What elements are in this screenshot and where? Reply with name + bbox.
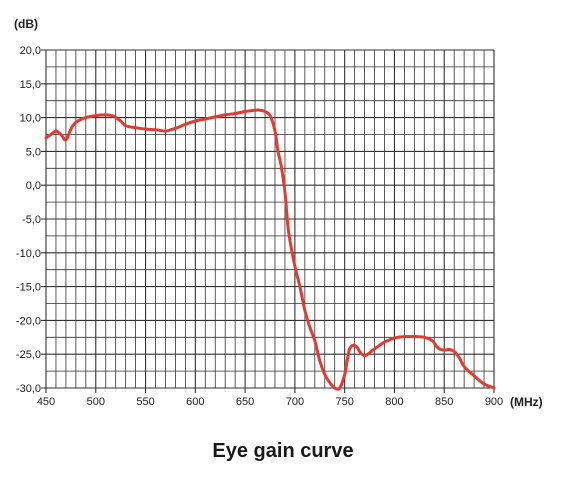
x-tick-label: 800 [385,396,403,408]
x-tick-label: 900 [485,396,503,408]
x-tick-label: 650 [236,396,254,408]
x-tick-label: 500 [87,396,105,408]
grid [41,49,495,393]
y-tick-label: -10,0 [16,248,41,260]
chart-title: Eye gain curve [212,440,354,462]
y-tick-label: -20,0 [16,315,41,327]
y-tick-label: 15,0 [20,79,41,91]
series-lines [44,108,496,391]
x-tick-label: 450 [37,396,55,408]
gain-curve-line [44,108,496,391]
y-tick-labels: 20,0 15,0 10,0 5,0 0,0 -5,0 -10,0 -15,0 -20,0 -25… [16,45,41,395]
y-tick-label: 0,0 [26,180,41,192]
y-axis-label: (dB) [14,17,38,31]
x-tick-label: 850 [435,396,453,408]
y-tick-label: -5,0 [22,214,41,226]
y-tick-label: -30,0 [16,383,41,395]
x-tick-label: 550 [136,396,154,408]
x-tick-label: 750 [335,396,353,408]
y-tick-label: 5,0 [26,146,41,158]
x-tick-label: 700 [286,396,304,408]
y-tick-label: 20,0 [20,45,41,57]
x-axis-label: (MHz) [510,395,543,409]
y-tick-label: 10,0 [20,113,41,125]
y-tick-label: -15,0 [16,282,41,294]
gain-chart: (dB) 20,0 15,0 10,0 5,0 0,0 -5,0 -10,0 -15,0 -20… [14,17,543,409]
x-tick-label: 600 [186,396,204,408]
y-tick-label: -25,0 [16,349,41,361]
x-tick-labels: 450 500 550 600 650 700 750 800 850 900 [37,396,503,408]
